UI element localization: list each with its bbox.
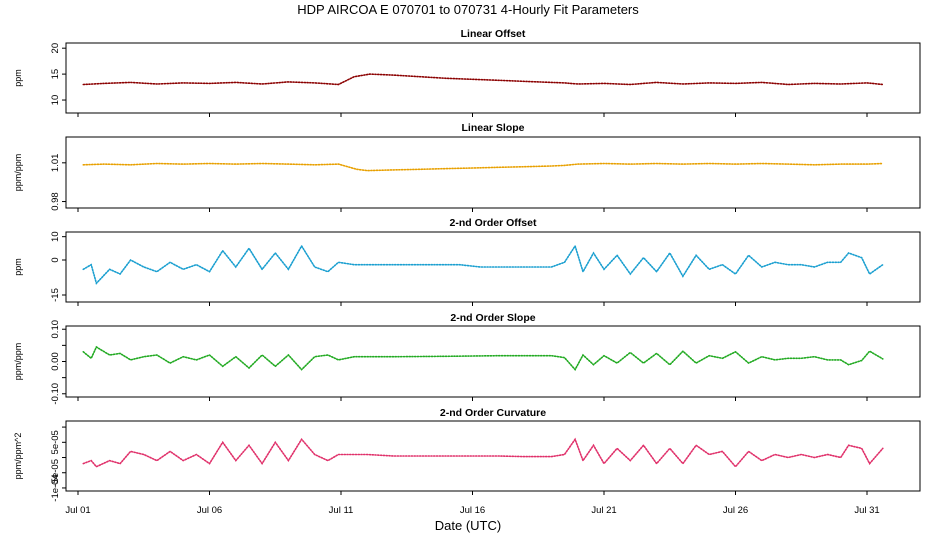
y-axis-label: ppm/ppm^2 bbox=[13, 433, 23, 480]
panel-3: 2-nd Order Offset ppm 10 0 -15 bbox=[13, 217, 921, 306]
panel-frame bbox=[65, 136, 921, 209]
panel-frame bbox=[65, 420, 921, 492]
y-tick-label: 0.10 bbox=[50, 320, 61, 339]
y-tick-label: 10 bbox=[50, 231, 61, 242]
y-tick-label: -0.10 bbox=[50, 383, 61, 405]
series-line bbox=[82, 162, 884, 172]
panel-4: 2-nd Order Slope ppm/ppm 0.10 0.00 -0.10 bbox=[13, 312, 921, 405]
panels: Linear Offset ppm 10 15 20 Linear Slope ppm/pp… bbox=[13, 28, 921, 502]
panel-1: Linear Offset ppm 10 15 20 bbox=[13, 28, 921, 117]
y-axis-label: ppm bbox=[13, 69, 23, 87]
panel-title: Linear Offset bbox=[461, 28, 526, 40]
panel-title: 2-nd Order Slope bbox=[450, 312, 535, 324]
y-tick-label: 0 bbox=[50, 257, 61, 262]
x-axis: Jul 01 Jul 06 Jul 11 Jul 16 Jul 21 Jul 26 Jul … bbox=[65, 505, 879, 516]
panel-frame bbox=[65, 231, 921, 303]
series-line bbox=[82, 244, 884, 285]
main-title: HDP AIRCOA E 070701 to 070731 4-Hourly F… bbox=[297, 2, 639, 17]
y-axis-label: ppm bbox=[13, 258, 23, 276]
y-tick-label: 20 bbox=[50, 43, 61, 54]
y-axis-label: ppm/ppm bbox=[13, 154, 23, 192]
x-tick-label: Jul 31 bbox=[854, 505, 879, 516]
panel-title: 2-nd Order Offset bbox=[450, 217, 537, 229]
x-tick-label: Jul 06 bbox=[197, 505, 222, 516]
panel-frame bbox=[65, 42, 921, 114]
y-tick-label: -5e-05 bbox=[50, 459, 61, 486]
y-tick-label: -1e-04 bbox=[50, 474, 61, 501]
y-tick-label: 15 bbox=[50, 69, 61, 80]
x-tick-label: Jul 01 bbox=[65, 505, 90, 516]
panel-2: Linear Slope ppm/ppm 0.98 1.01 bbox=[13, 122, 921, 212]
series-line bbox=[82, 73, 884, 86]
x-axis-label: Date (UTC) bbox=[435, 518, 501, 533]
y-axis-label: ppm/ppm bbox=[13, 343, 23, 381]
y-tick-label: 0.98 bbox=[50, 192, 61, 211]
y-tick-label: -15 bbox=[50, 288, 61, 302]
panel-5: 2-nd Order Curvature ppm/ppm^2 5e-05 -5e-05… bbox=[13, 407, 921, 502]
x-tick-label: Jul 16 bbox=[460, 505, 485, 516]
y-tick-label: 0.00 bbox=[50, 352, 61, 371]
x-tick-label: Jul 26 bbox=[723, 505, 748, 516]
panel-frame bbox=[65, 325, 921, 398]
series-line bbox=[82, 437, 884, 468]
y-tick-label: 5e-05 bbox=[50, 430, 61, 454]
panel-title: Linear Slope bbox=[461, 122, 524, 134]
y-tick-label: 10 bbox=[50, 95, 61, 106]
series-line bbox=[82, 345, 884, 371]
x-tick-label: Jul 21 bbox=[591, 505, 616, 516]
panel-title: 2-nd Order Curvature bbox=[440, 407, 546, 419]
y-tick-label: 1.01 bbox=[50, 154, 61, 173]
x-tick-label: Jul 11 bbox=[329, 505, 354, 516]
